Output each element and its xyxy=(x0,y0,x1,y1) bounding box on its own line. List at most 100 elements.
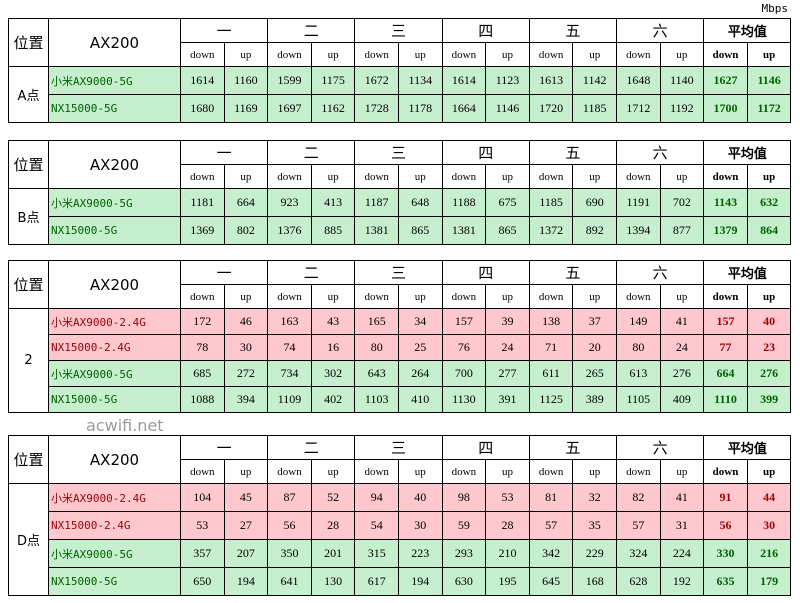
header-row: 位置 AX200 一二三四五六平均值 xyxy=(8,260,792,309)
position-header: 位置 xyxy=(8,260,49,309)
value-cell: 27 xyxy=(223,511,269,540)
subheader: up xyxy=(485,164,530,189)
value-cell: 293 xyxy=(441,539,487,568)
subheader: down xyxy=(180,164,225,189)
subheader: up xyxy=(398,42,443,67)
value-cell: 130 xyxy=(310,567,356,596)
data-row: 小米AX9000-5G 357 207 350 201 315 223 293 210 342 22… xyxy=(9,539,792,568)
value-cell: 1178 xyxy=(398,94,443,123)
value-cell: 632 xyxy=(746,188,792,217)
group-header: 六 xyxy=(616,140,705,165)
position-header: 位置 xyxy=(8,435,49,484)
value-cell: 885 xyxy=(310,216,356,245)
data-table: 位置 AX200 一二三四五六平均值 down up down up down up down up… xyxy=(8,140,792,245)
value-cell: 157 xyxy=(703,308,748,335)
data-table: 位置 AX200 一二三四五六平均值 down up down up down up down up… xyxy=(8,260,792,413)
value-cell: 1672 xyxy=(354,66,399,95)
value-cell: 30 xyxy=(746,511,792,540)
device-name: NX15000-5G xyxy=(48,567,181,596)
value-cell: 1181 xyxy=(180,188,225,217)
group-header: 四 xyxy=(441,260,530,285)
value-cell: 224 xyxy=(659,539,705,568)
group-header: 六 xyxy=(616,435,705,460)
value-cell: 1160 xyxy=(223,66,269,95)
value-cell: 32 xyxy=(572,483,618,512)
group-header: 平均值 xyxy=(703,260,792,285)
value-cell: 44 xyxy=(746,483,792,512)
subheader: up xyxy=(223,164,269,189)
value-cell: 613 xyxy=(616,360,661,387)
value-cell: 52 xyxy=(310,483,356,512)
value-cell: 1720 xyxy=(528,94,574,123)
client-header: AX200 xyxy=(48,435,181,484)
value-cell: 81 xyxy=(528,483,574,512)
value-cell: 163 xyxy=(267,308,312,335)
data-table: 位置 AX200 一二三四五六平均值 down up down up down up down up… xyxy=(8,18,792,123)
subheader: up xyxy=(659,164,705,189)
position: B点 xyxy=(8,188,49,245)
position-header: 位置 xyxy=(8,18,49,67)
value-cell: 1110 xyxy=(703,386,748,413)
group-header: 四 xyxy=(441,18,530,43)
value-cell: 46 xyxy=(223,308,269,335)
subheader: up xyxy=(572,42,618,67)
value-cell: 1175 xyxy=(310,66,356,95)
value-cell: 650 xyxy=(180,567,225,596)
group-header: 五 xyxy=(528,260,618,285)
data-row: NX15000-2.4G 78 30 74 16 80 25 76 24 71 20 80 24 77 23 xyxy=(9,334,792,361)
value-cell: 31 xyxy=(659,511,705,540)
value-cell: 1700 xyxy=(703,94,748,123)
subheader: down xyxy=(354,284,399,309)
value-cell: 1187 xyxy=(354,188,399,217)
value-cell: 864 xyxy=(746,216,792,245)
data-row: 2 小米AX9000-2.4G 172 46 163 43 165 34 157 39 138 37 1… xyxy=(8,308,792,413)
client-header: AX200 xyxy=(48,140,181,189)
value-cell: 394 xyxy=(223,386,269,413)
value-cell: 104 xyxy=(180,483,225,512)
group-header: 平均值 xyxy=(703,18,792,43)
subheader: up xyxy=(398,284,443,309)
group-header: 四 xyxy=(441,435,530,460)
value-cell: 1146 xyxy=(746,66,792,95)
subheader: down xyxy=(616,459,661,484)
value-cell: 223 xyxy=(398,539,443,568)
value-cell: 80 xyxy=(354,334,399,361)
value-cell: 635 xyxy=(703,567,748,596)
subheader: down xyxy=(528,459,574,484)
position: D点 xyxy=(8,483,49,596)
value-cell: 342 xyxy=(528,539,574,568)
value-cell: 1613 xyxy=(528,66,574,95)
subheader: down xyxy=(180,42,225,67)
value-cell: 1140 xyxy=(659,66,705,95)
value-cell: 265 xyxy=(572,360,618,387)
value-cell: 59 xyxy=(441,511,487,540)
value-cell: 23 xyxy=(746,334,792,361)
value-cell: 664 xyxy=(703,360,748,387)
group-header: 一 xyxy=(179,260,269,285)
value-cell: 37 xyxy=(572,308,618,335)
value-cell: 216 xyxy=(746,539,792,568)
value-cell: 74 xyxy=(267,334,312,361)
value-cell: 1697 xyxy=(267,94,312,123)
value-cell: 628 xyxy=(616,567,661,596)
value-cell: 1712 xyxy=(616,94,661,123)
value-cell: 391 xyxy=(485,386,530,413)
subheader: up xyxy=(659,284,705,309)
value-cell: 413 xyxy=(310,188,356,217)
value-cell: 302 xyxy=(310,360,356,387)
value-cell: 1381 xyxy=(354,216,399,245)
value-cell: 43 xyxy=(310,308,356,335)
value-cell: 664 xyxy=(223,188,269,217)
subheader: down xyxy=(703,42,748,67)
value-cell: 702 xyxy=(659,188,705,217)
value-cell: 91 xyxy=(703,483,748,512)
value-cell: 28 xyxy=(310,511,356,540)
value-cell: 80 xyxy=(616,334,661,361)
data-row: B点 小米AX9000-5G 1181 664 923 413 1187 648 1188 675… xyxy=(8,188,792,245)
value-cell: 1088 xyxy=(180,386,225,413)
value-cell: 357 xyxy=(180,539,225,568)
value-cell: 16 xyxy=(310,334,356,361)
watermark: acwifi.net xyxy=(86,416,164,435)
subheader: down xyxy=(441,164,487,189)
value-cell: 40 xyxy=(398,483,443,512)
